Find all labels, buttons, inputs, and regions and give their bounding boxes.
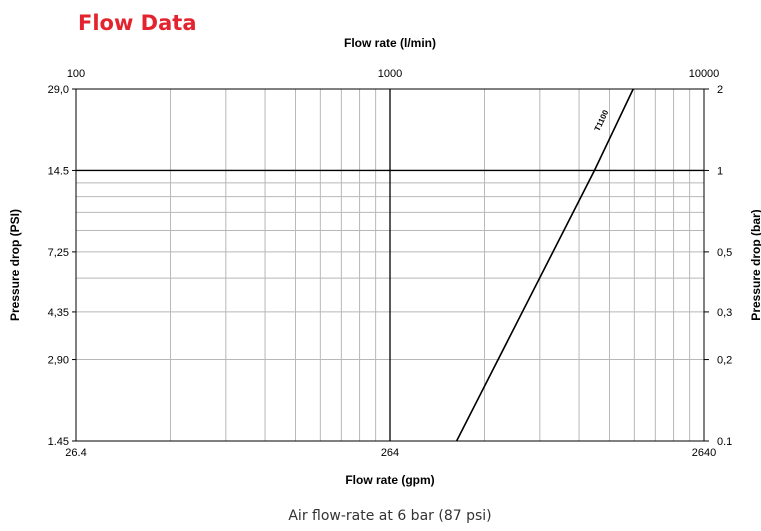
right-tick-label: 2 (717, 84, 723, 96)
major-gridlines (76, 89, 704, 441)
left-tick-label: 1.45 (48, 436, 69, 448)
right-tick-label: 1 (717, 165, 723, 177)
chart-caption: Air flow-rate at 6 bar (87 psi) (288, 508, 491, 524)
series-layer: T1100 (455, 88, 634, 442)
right-tick-label: 0.1 (717, 436, 732, 448)
tick-labels: 100 1000 10000 26.4 264 2640 1.45 2,90 4,35 7,25 1… (48, 68, 733, 459)
plot-frame (75, 88, 705, 442)
left-tick-label: 14.5 (48, 165, 69, 177)
bottom-tick-label: 2640 (692, 447, 716, 459)
page-title: Flow Data (78, 11, 197, 35)
right-tick-label: 0,3 (717, 307, 732, 319)
bottom-axis-title: Flow rate (gpm) (345, 473, 434, 487)
right-axis-title: Pressure drop (bar) (749, 209, 761, 320)
left-tick-label: 2,90 (48, 355, 69, 367)
bottom-tick-label: 26.4 (65, 447, 86, 459)
left-tick-label: 29,0 (48, 84, 69, 96)
series-label-t1100: T1100 (593, 108, 611, 132)
left-tick-label: 4,35 (48, 307, 69, 319)
top-tick-label: 1000 (378, 68, 402, 80)
top-axis-title: Flow rate (l/min) (344, 36, 436, 50)
right-tick-label: 0,2 (717, 355, 732, 367)
left-axis-title: Pressure drop (PSI) (8, 209, 22, 321)
series-line-t1100 (455, 88, 634, 442)
left-tick-label: 7,25 (48, 247, 69, 259)
top-tick-label: 100 (67, 68, 85, 80)
top-tick-label: 10000 (689, 68, 720, 80)
right-tick-label: 0,5 (717, 247, 732, 259)
bottom-tick-label: 264 (381, 447, 399, 459)
